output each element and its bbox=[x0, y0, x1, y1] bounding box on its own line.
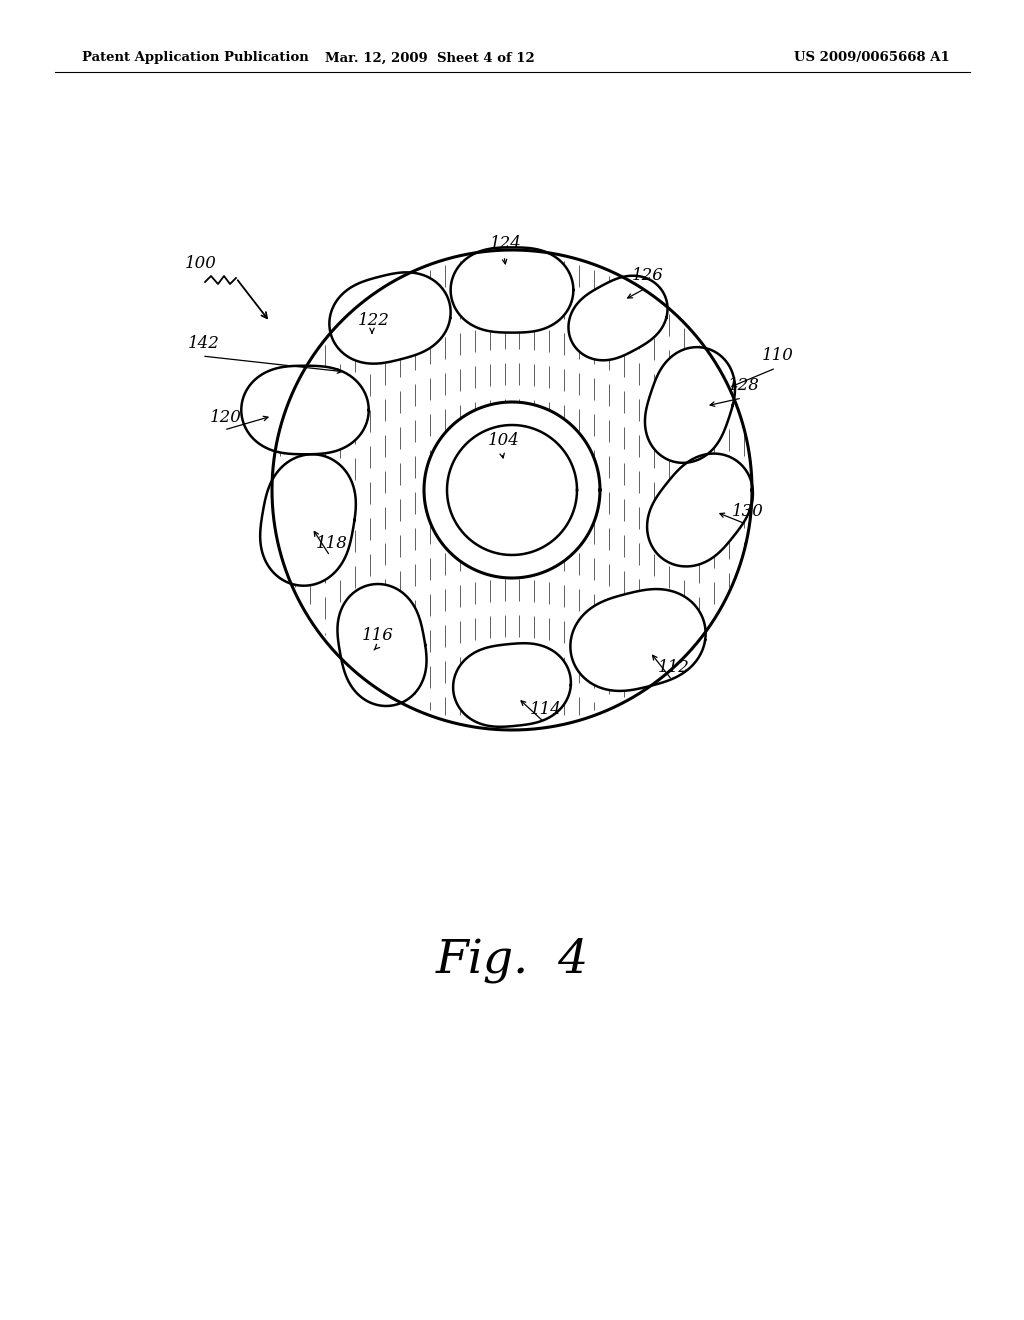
Polygon shape bbox=[647, 454, 753, 566]
Text: 142: 142 bbox=[188, 335, 220, 352]
Text: 110: 110 bbox=[762, 347, 794, 364]
Polygon shape bbox=[242, 366, 369, 454]
Text: 116: 116 bbox=[362, 627, 394, 644]
Text: 100: 100 bbox=[185, 255, 217, 272]
Polygon shape bbox=[453, 643, 571, 727]
Text: 112: 112 bbox=[658, 659, 690, 676]
Text: 122: 122 bbox=[358, 312, 390, 329]
Polygon shape bbox=[568, 276, 668, 360]
Text: 128: 128 bbox=[728, 378, 760, 393]
Text: 120: 120 bbox=[210, 409, 242, 426]
Polygon shape bbox=[570, 589, 706, 690]
Text: 118: 118 bbox=[316, 535, 348, 552]
Polygon shape bbox=[338, 583, 427, 706]
Text: 126: 126 bbox=[632, 267, 664, 284]
Text: Mar. 12, 2009  Sheet 4 of 12: Mar. 12, 2009 Sheet 4 of 12 bbox=[326, 51, 535, 65]
Text: 130: 130 bbox=[732, 503, 764, 520]
Text: US 2009/0065668 A1: US 2009/0065668 A1 bbox=[795, 51, 950, 65]
Polygon shape bbox=[260, 454, 355, 586]
Text: Fig.  4: Fig. 4 bbox=[435, 937, 589, 983]
Polygon shape bbox=[424, 403, 600, 578]
Text: 124: 124 bbox=[490, 235, 522, 252]
Polygon shape bbox=[451, 247, 573, 333]
Polygon shape bbox=[645, 347, 735, 463]
Text: 104: 104 bbox=[488, 432, 520, 449]
Text: 114: 114 bbox=[530, 701, 562, 718]
Text: Patent Application Publication: Patent Application Publication bbox=[82, 51, 309, 65]
Polygon shape bbox=[330, 272, 451, 364]
